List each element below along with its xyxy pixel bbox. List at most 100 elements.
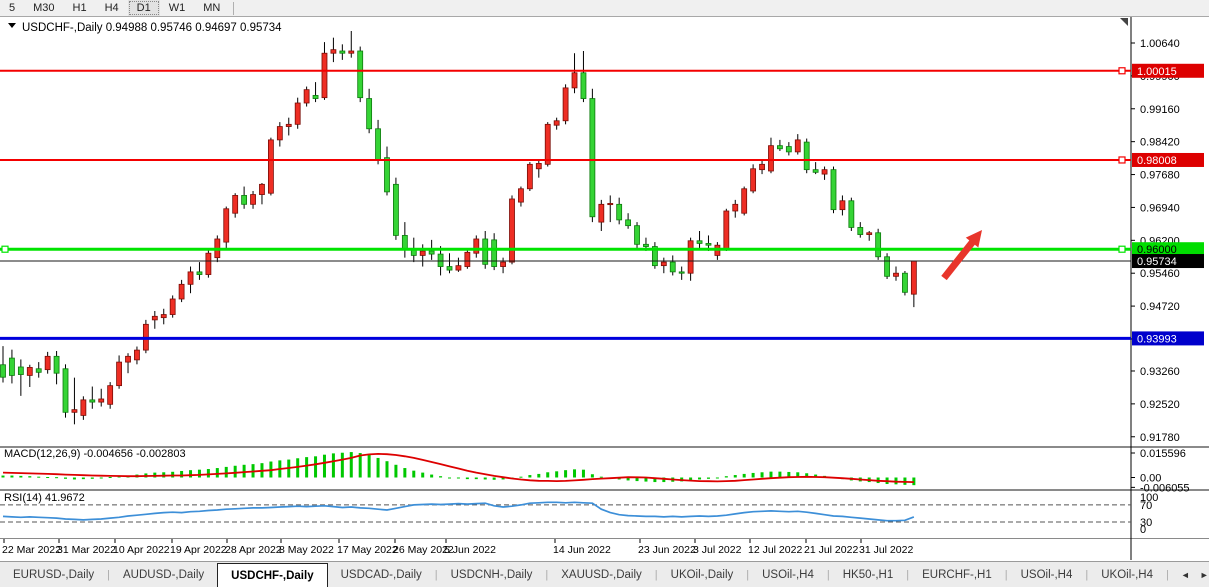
candle-down xyxy=(312,95,319,99)
macd-histogram-bar xyxy=(555,471,559,478)
macd-histogram-bar xyxy=(760,472,764,478)
macd-histogram-bar xyxy=(564,470,568,478)
candle-up xyxy=(598,203,605,223)
candle-down xyxy=(884,256,890,277)
price-tick-label: 0.94720 xyxy=(1140,301,1180,313)
macd-histogram-bar xyxy=(331,453,335,478)
resistance-line-2-badge xyxy=(1132,152,1204,167)
macd-histogram-bar xyxy=(733,475,737,478)
candle-up xyxy=(151,315,158,321)
svg-text:0.98008: 0.98008 xyxy=(1137,155,1177,167)
svg-text:0.93993: 0.93993 xyxy=(1137,333,1177,345)
candle-up xyxy=(232,195,239,214)
macd-histogram-bar xyxy=(465,477,469,480)
svg-text:0: 0 xyxy=(1140,524,1146,536)
macd-histogram-bar xyxy=(90,477,94,479)
macd-histogram-bar xyxy=(180,470,184,478)
svg-text:USDCHF-,Daily 0.94988 0.95746: USDCHF-,Daily 0.94988 0.95746 0.94697 0.… xyxy=(22,22,282,34)
pane-separator xyxy=(0,538,1209,539)
tab-ukoil-daily[interactable]: UKOil-,Daily xyxy=(670,568,734,581)
pane-separator xyxy=(0,446,1209,448)
tab-eurchf-h1[interactable]: EURCHF-,H1 xyxy=(922,568,992,581)
svg-text:0.95734: 0.95734 xyxy=(1137,256,1177,268)
tab-audusd-daily[interactable]: AUDUSD-,Daily xyxy=(123,568,205,581)
timeframe-button-h4[interactable]: H4 xyxy=(96,0,128,16)
date-label: 12 Jul 2022 xyxy=(748,544,802,556)
macd-histogram-bar xyxy=(385,461,389,478)
svg-text:70: 70 xyxy=(1140,500,1152,512)
tab-xauusd-daily[interactable]: XAUUSD-,Daily xyxy=(561,568,642,581)
tab-eurusd-daily[interactable]: EURUSD-,Daily xyxy=(13,568,95,581)
tab-separator: | xyxy=(107,568,111,581)
candle-up xyxy=(562,87,569,122)
timeframe-button-m30[interactable]: M30 xyxy=(24,0,63,16)
timeframe-button-w1[interactable]: W1 xyxy=(160,0,195,16)
timeframe-button-m5[interactable]: 5 xyxy=(0,0,24,16)
macd-histogram-bar xyxy=(689,477,693,481)
macd-histogram-bar xyxy=(322,454,326,478)
svg-text:-0.006055: -0.006055 xyxy=(1140,482,1190,494)
candle-down xyxy=(643,243,649,247)
macd-histogram-bar xyxy=(10,475,14,478)
candle-up xyxy=(723,210,730,250)
candle-up xyxy=(500,261,506,267)
macd-histogram-bar xyxy=(662,477,666,483)
svg-text:1.00015: 1.00015 xyxy=(1137,66,1177,78)
candle-down xyxy=(580,72,587,99)
tab-usdchf-daily[interactable]: USDCHF-,Daily xyxy=(217,563,328,587)
candle-up xyxy=(419,250,426,256)
candle-up xyxy=(455,265,462,271)
timeframe-button-d1[interactable]: D1 xyxy=(127,0,160,16)
candle-up xyxy=(71,409,78,413)
resistance-line-2-handle[interactable] xyxy=(1118,156,1126,164)
tab-usoil-h4[interactable]: USOil-,H4 xyxy=(762,568,814,581)
macd-histogram-bar xyxy=(99,477,103,479)
macd-histogram-bar xyxy=(483,477,487,480)
candle-down xyxy=(616,203,623,221)
candle-up xyxy=(330,49,337,54)
tab-ukoil-h4-2[interactable]: UKOil-,H4 xyxy=(1101,568,1153,581)
date-label: 14 Jun 2022 xyxy=(553,544,611,556)
tab-hk50-h1[interactable]: HK50-,H1 xyxy=(842,568,894,581)
price-tick-label: 1.00640 xyxy=(1140,38,1180,50)
support-line-green-handle[interactable] xyxy=(1118,245,1126,253)
macd-histogram-bar xyxy=(242,464,246,478)
tab-usdcnh-daily[interactable]: USDCNH-,Daily xyxy=(450,568,533,581)
support-line-green-handle[interactable] xyxy=(1,245,9,253)
symbol-dropdown-icon[interactable] xyxy=(8,23,16,28)
macd-histogram-bar xyxy=(787,471,791,478)
candle-down xyxy=(339,50,346,54)
candle-down xyxy=(812,169,819,173)
candle-up xyxy=(509,198,515,263)
hline-objects xyxy=(0,67,1131,340)
tab-scroll-right-icon[interactable]: ► xyxy=(1199,569,1209,580)
candle-up xyxy=(607,203,614,206)
macd-histogram-bar xyxy=(72,477,76,480)
timeframe-button-h1[interactable]: H1 xyxy=(64,0,96,16)
date-label: 8 May 2022 xyxy=(279,544,334,556)
candle-down xyxy=(53,355,60,374)
tab-usoil-h4-2[interactable]: USOil-,H4 xyxy=(1020,568,1073,581)
tab-scroll-left-icon[interactable]: ◄ xyxy=(1180,569,1190,580)
tab-separator: | xyxy=(826,568,830,581)
macd-histogram-bar xyxy=(456,477,460,479)
support-line-green-badge xyxy=(1132,242,1204,257)
chart-shift-marker-icon[interactable] xyxy=(1120,18,1128,26)
macd-histogram-bar xyxy=(448,477,451,479)
arrow-annotation[interactable] xyxy=(941,230,982,281)
tab-usdcad-daily[interactable]: USDCAD-,Daily xyxy=(340,568,422,581)
candle-up xyxy=(732,203,739,212)
candle-up xyxy=(178,283,185,300)
candle-down xyxy=(651,246,658,267)
candle-down xyxy=(589,98,596,218)
price-tick-label: 0.95460 xyxy=(1140,268,1180,280)
candles-layer xyxy=(0,30,917,425)
resistance-line-1-handle[interactable] xyxy=(1118,67,1126,75)
candle-up xyxy=(267,139,274,194)
candle-up xyxy=(134,349,140,361)
candle-up xyxy=(107,385,114,405)
date-label: 19 Apr 2022 xyxy=(170,544,227,556)
timeframe-button-mn[interactable]: MN xyxy=(194,0,229,16)
